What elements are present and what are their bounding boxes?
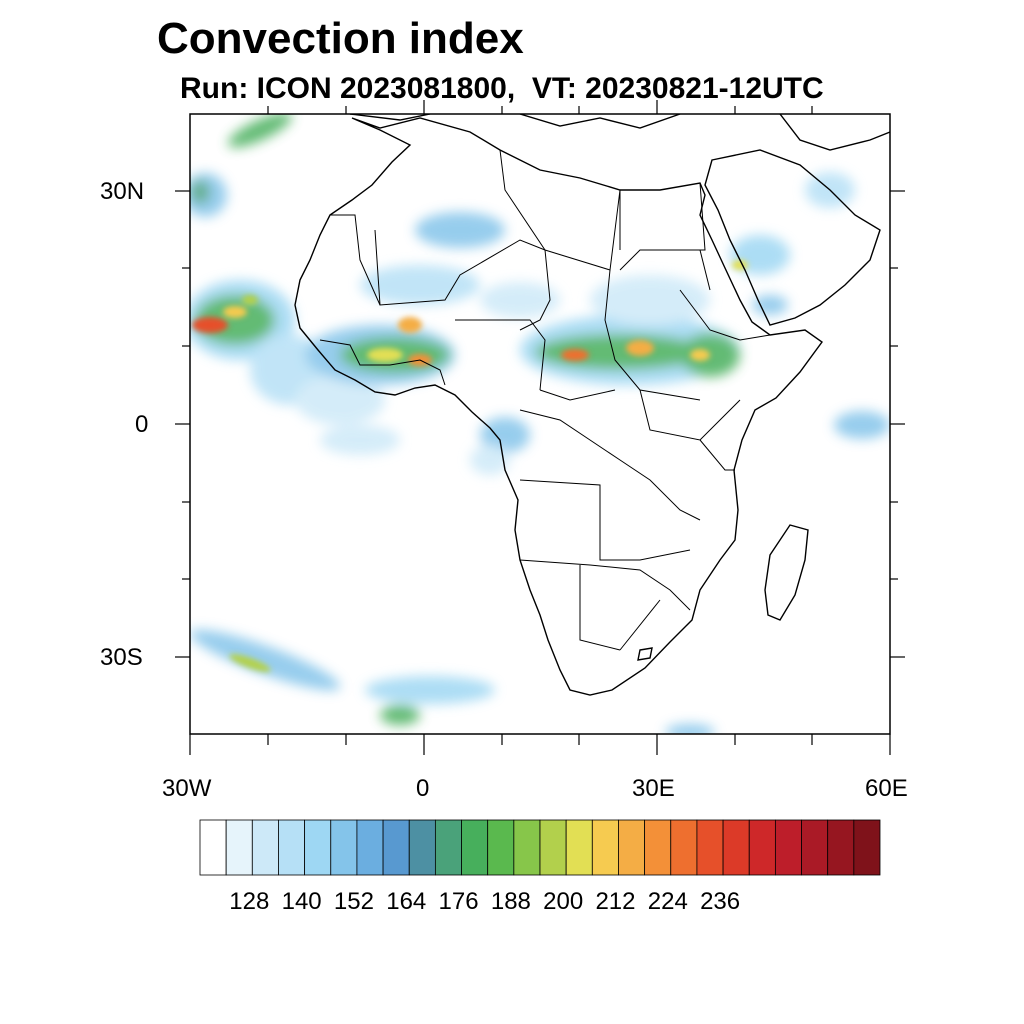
convection-core [690, 349, 710, 361]
convection-cell [415, 212, 505, 248]
convection-core [398, 317, 422, 333]
colorbar-tick-label: 164 [386, 888, 427, 915]
convection-cell [360, 265, 480, 305]
convection-cell [752, 295, 788, 315]
colorbar-tick-label: 176 [438, 888, 479, 915]
convection-cell [590, 275, 710, 325]
border [679, 249, 771, 341]
colorbar-box [722, 819, 750, 876]
colorbar-box [565, 819, 593, 876]
convection-cell [295, 375, 385, 425]
colorbar-tick-label: 236 [700, 888, 741, 915]
border [579, 565, 661, 651]
colorbar-box [382, 819, 410, 876]
colorbar-box [748, 819, 776, 876]
border [319, 339, 446, 386]
border [519, 559, 691, 611]
convection-cell [480, 417, 530, 453]
convection-cell [365, 676, 495, 704]
chart-subtitle: Run: ICON 2023081800, VT: 20230821-12UTC [180, 72, 824, 105]
colorbar-box [591, 819, 619, 876]
colorbar-box [539, 819, 567, 876]
lon-label-60e: 60E [865, 775, 908, 802]
convection-core [229, 654, 271, 672]
lon-label-30w: 30W [162, 775, 212, 802]
colorbar-box [696, 819, 724, 876]
colorbar-box [251, 819, 279, 876]
colorbar-box [644, 819, 672, 876]
colorbar-box [853, 819, 881, 876]
axis-ticks [175, 100, 905, 755]
colorbar-box [356, 819, 384, 876]
colorbar-box [199, 819, 227, 876]
convection-cell [480, 282, 560, 318]
lat-label-0: 0 [135, 411, 149, 438]
colorbar-tick-label: 200 [543, 888, 584, 915]
convection-core [223, 306, 247, 318]
border [330, 214, 381, 306]
map-frame [189, 113, 891, 735]
country-borders [319, 149, 771, 651]
convection-core [626, 340, 654, 356]
colorbar-box [487, 819, 515, 876]
colorbar-tick-label: 128 [229, 888, 270, 915]
colorbar-box [225, 819, 253, 876]
convection-cell [834, 411, 890, 439]
convection-cell [227, 114, 293, 148]
convection-cell [535, 334, 705, 370]
colorbar [199, 819, 881, 876]
arabia-coastline [704, 149, 881, 326]
colorbar-box [618, 819, 646, 876]
colorbar-box [827, 819, 855, 876]
border [639, 389, 741, 471]
colorbar-box [513, 819, 541, 876]
lon-label-0: 0 [416, 775, 430, 802]
border [519, 479, 691, 561]
border [455, 319, 616, 401]
convection-cell [665, 724, 715, 734]
convection-core [561, 349, 589, 361]
border [604, 269, 701, 401]
lat-label-30n: 30N [100, 178, 145, 205]
convection-core [367, 348, 403, 362]
colorbar-tick-label: 188 [490, 888, 531, 915]
convection-core [192, 317, 228, 333]
colorbar-tick-label: 212 [595, 888, 636, 915]
island [637, 647, 653, 661]
colorbar-tick-label: 224 [647, 888, 688, 915]
convection-cell [470, 445, 510, 475]
colorbar-box [408, 819, 436, 876]
convection-field [190, 114, 890, 734]
border [519, 409, 701, 521]
colorbar-box [434, 819, 462, 876]
colorbar-box [304, 819, 332, 876]
europe-coastline [349, 114, 890, 151]
lon-label-30e: 30E [632, 775, 675, 802]
border [499, 149, 621, 271]
colorbar-box [801, 819, 829, 876]
convection-cell [190, 180, 210, 204]
border [374, 229, 551, 331]
convection-cell [320, 425, 400, 455]
border [619, 182, 706, 271]
colorbar-tick-label: 140 [281, 888, 322, 915]
colorbar-box [461, 819, 489, 876]
lat-label-30s: 30S [100, 644, 143, 671]
convection-core [242, 295, 258, 305]
convection-cell [190, 629, 341, 691]
colorbar-box [278, 819, 306, 876]
chart-title: Convection index [157, 14, 524, 63]
convection-cell [380, 705, 420, 725]
madagascar-coastline [764, 524, 809, 621]
colorbar-tick-label: 152 [333, 888, 374, 915]
colorbar-box [670, 819, 698, 876]
colorbar-box [774, 819, 802, 876]
colorbar-box [330, 819, 358, 876]
